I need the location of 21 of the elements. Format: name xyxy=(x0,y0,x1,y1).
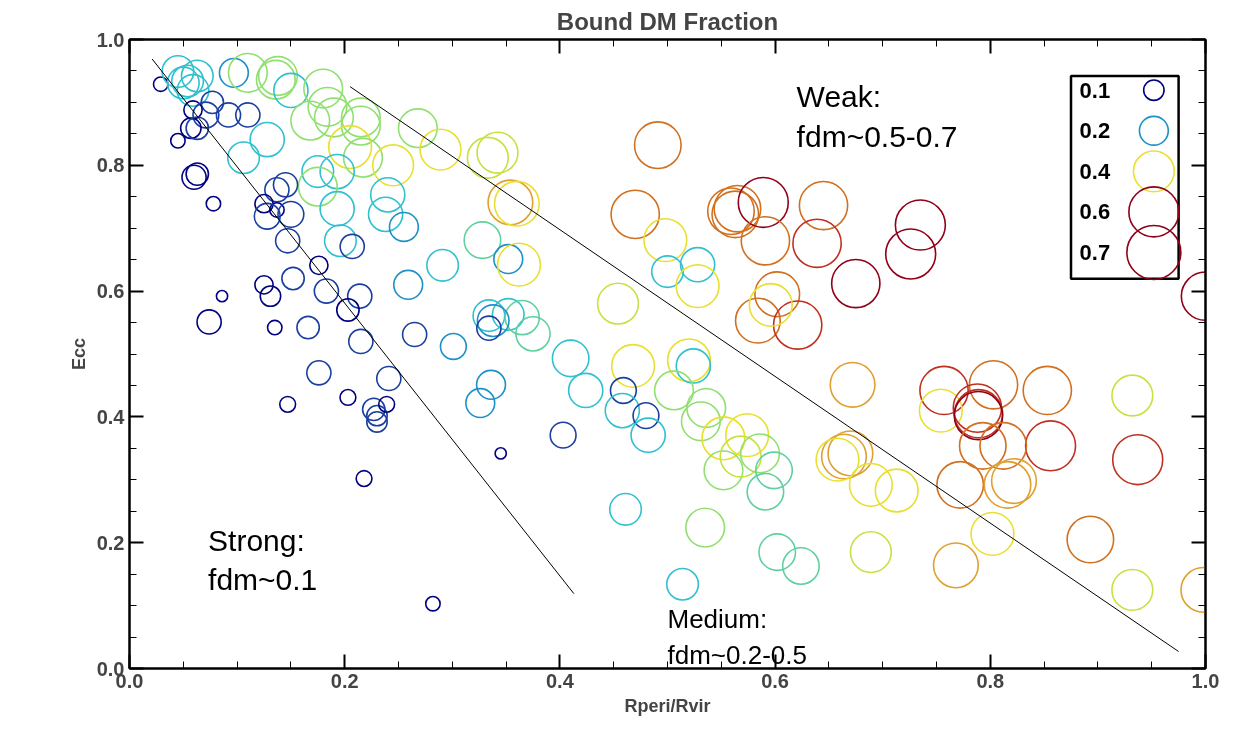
legend-label: 0.1 xyxy=(1079,77,1111,103)
annotation: Weak: fdm~0.5-0.7 xyxy=(796,80,958,153)
legend-label: 0.2 xyxy=(1079,118,1111,144)
legend-label: 0.6 xyxy=(1079,199,1111,225)
chart-title: Bound DM Fraction xyxy=(556,7,779,35)
y-tick-label: 0.8 xyxy=(96,154,125,177)
legend-label: 0.7 xyxy=(1079,239,1111,265)
x-tick-label: 1.0 xyxy=(1191,669,1220,692)
y-tick-label: 0.2 xyxy=(96,531,125,554)
x-tick-label: 0.8 xyxy=(976,669,1005,692)
x-axis-title: Rperi/Rvir xyxy=(624,695,711,716)
annotation: Strong: fdm~0.1 xyxy=(208,523,318,597)
y-tick-label: 0.4 xyxy=(96,405,126,428)
x-tick-label: 0.2 xyxy=(330,669,359,692)
y-tick-label: 0.6 xyxy=(96,280,125,303)
x-tick-label: 0.6 xyxy=(761,669,790,692)
y-tick-label: 1.0 xyxy=(96,28,125,51)
y-axis-title: Ecc xyxy=(68,337,89,371)
annotation: Medium: fdm~0.2-0.5 xyxy=(667,603,807,670)
legend-label: 0.4 xyxy=(1079,158,1111,184)
x-tick-label: 0.4 xyxy=(546,669,575,692)
